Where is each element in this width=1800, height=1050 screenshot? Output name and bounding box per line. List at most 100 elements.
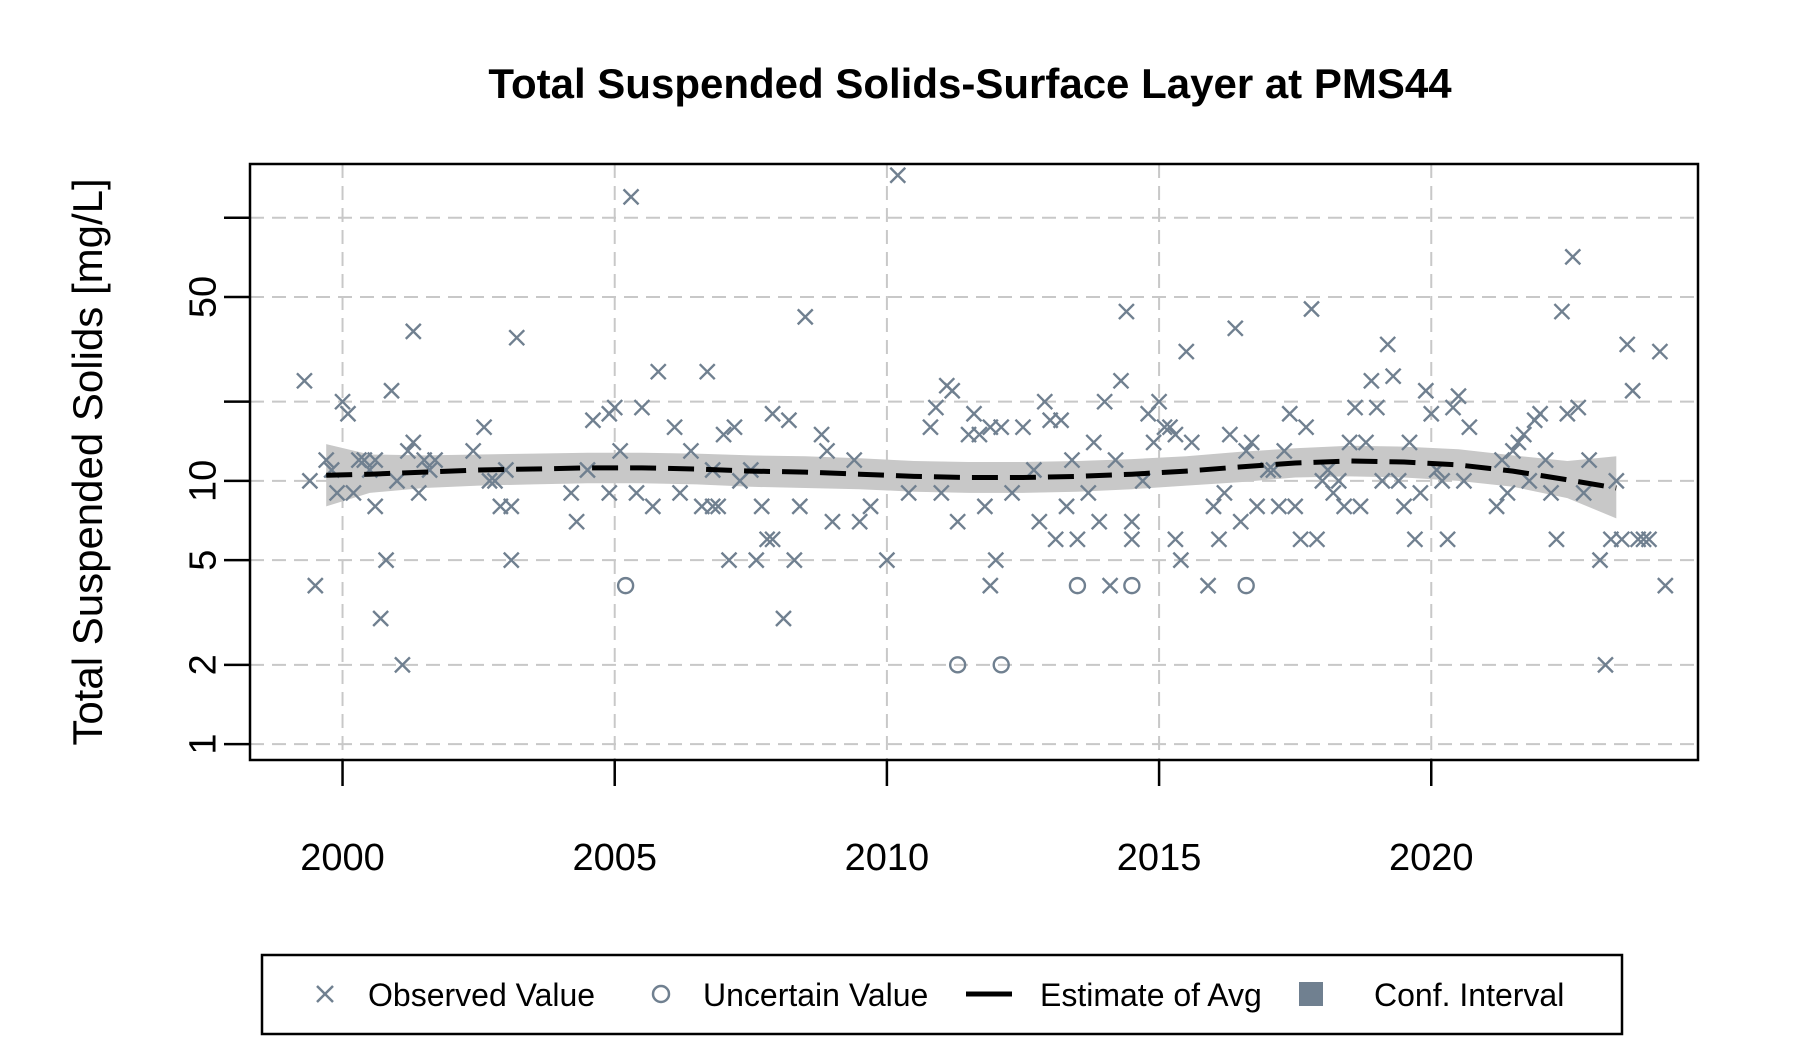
- observed-point: [1281, 405, 1299, 423]
- observed-point: [682, 442, 700, 460]
- legend: Observed Value Uncertain Value Estimate …: [260, 953, 1624, 1036]
- observed-point: [372, 610, 389, 627]
- observed-point: [1401, 434, 1418, 451]
- legend-x-marker-icon: [316, 985, 334, 1003]
- legend-item-conf-interval: Conf. Interval: [1299, 977, 1564, 1013]
- observed-point: [1085, 434, 1103, 451]
- observed-point: [1624, 382, 1642, 400]
- observed-point: [339, 405, 357, 423]
- observed-point: [1422, 405, 1440, 423]
- observed-point: [932, 484, 950, 502]
- observed-point: [1123, 530, 1141, 548]
- observed-point: [987, 551, 1005, 569]
- observed-point: [1363, 372, 1380, 390]
- observed-point: [1499, 484, 1516, 502]
- observed-point: [1030, 513, 1048, 531]
- observed-point: [971, 426, 988, 443]
- observed-point: [992, 418, 1010, 436]
- y-tick-label: 50: [182, 276, 224, 318]
- observed-point: [1597, 656, 1614, 674]
- observed-point: [1450, 387, 1467, 405]
- y-tick-label: 10: [182, 460, 224, 502]
- observed-point: [426, 451, 444, 469]
- observed-point: [1444, 399, 1462, 416]
- observed-point: [927, 399, 945, 416]
- uncertain-point: [1123, 576, 1141, 595]
- observed-point: [1286, 498, 1304, 515]
- observed-point: [1330, 472, 1348, 490]
- observed-point: [758, 530, 776, 548]
- observed-point: [965, 405, 983, 423]
- observed-point: [1493, 451, 1511, 469]
- observed-point: [1216, 484, 1233, 502]
- uncertain-point: [1068, 576, 1087, 595]
- observed-point: [949, 513, 967, 531]
- legend-filled-square-icon: [1299, 982, 1323, 1006]
- observed-point: [1439, 530, 1456, 548]
- observed-point: [720, 551, 738, 569]
- observed-point: [1352, 498, 1369, 515]
- observed-point: [1014, 418, 1032, 436]
- observed-point: [1406, 530, 1424, 548]
- observed-point: [502, 551, 520, 569]
- observed-point: [383, 382, 400, 400]
- y-axis-label: Total Suspended Solids [mg/L]: [64, 178, 111, 745]
- observed-point: [1531, 405, 1549, 423]
- observed-point: [1591, 551, 1609, 569]
- observed-point: [1433, 472, 1451, 490]
- observed-point: [726, 418, 743, 436]
- observed-point: [568, 513, 585, 531]
- observed-point: [377, 551, 395, 569]
- observed-point: [1096, 393, 1113, 411]
- observed-point: [1357, 434, 1375, 451]
- observed-point: [1123, 513, 1141, 531]
- observed-point: [394, 656, 411, 674]
- observed-point: [306, 577, 324, 594]
- observed-point: [818, 442, 836, 460]
- observed-point: [1412, 484, 1429, 502]
- observed-point: [366, 451, 384, 469]
- observed-point: [709, 498, 727, 515]
- observed-point: [1580, 451, 1598, 469]
- observed-point: [813, 426, 830, 443]
- observed-point: [1226, 319, 1244, 337]
- observed-point: [497, 461, 515, 479]
- observed-point: [628, 484, 645, 502]
- legend-label-observed: Observed Value: [368, 977, 595, 1013]
- observed-point: [579, 461, 596, 479]
- observed-point: [747, 551, 765, 569]
- observed-point: [622, 188, 640, 206]
- observed-point: [317, 451, 335, 469]
- observed-point: [1618, 336, 1636, 353]
- observed-point: [1635, 530, 1652, 548]
- x-tick-label: 2010: [845, 837, 930, 879]
- observed-point: [976, 498, 994, 515]
- observed-point: [764, 405, 781, 423]
- observed-point: [753, 498, 771, 515]
- observed-point: [851, 513, 869, 531]
- observed-point: [1613, 530, 1631, 548]
- observed-point: [666, 418, 683, 436]
- observed-point: [1118, 303, 1135, 320]
- observed-point: [1520, 472, 1538, 490]
- observed-point: [1640, 530, 1658, 548]
- observed-point: [1656, 577, 1674, 594]
- observed-point: [1564, 248, 1582, 266]
- observed-point: [1052, 411, 1070, 429]
- observed-point: [1145, 434, 1162, 451]
- observed-point: [1221, 426, 1239, 443]
- observed-point: [1199, 577, 1217, 594]
- observed-point: [900, 484, 918, 502]
- observed-point: [1063, 451, 1081, 469]
- observed-point: [775, 610, 792, 627]
- observed-point: [388, 472, 406, 490]
- uncertain-point: [1237, 576, 1255, 595]
- y-tick-label: 1: [182, 734, 224, 755]
- observed-point: [1368, 399, 1386, 416]
- observed-point: [1553, 303, 1571, 320]
- observed-point: [1210, 530, 1228, 548]
- observed-point: [1090, 513, 1108, 531]
- observed-point: [1569, 399, 1587, 416]
- legend-label-conf-interval: Conf. Interval: [1374, 977, 1564, 1013]
